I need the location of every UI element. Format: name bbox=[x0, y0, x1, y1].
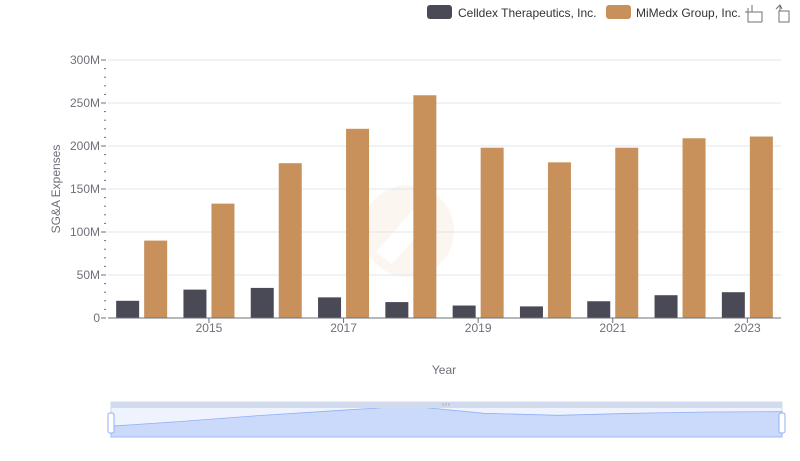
y-axis-title: SG&A Expenses bbox=[49, 145, 63, 234]
x-axis: 2015 2017 2019 2021 2023 bbox=[108, 317, 781, 335]
bar-mimedx-2022[interactable] bbox=[682, 138, 706, 318]
y-tick-label: 100M bbox=[70, 225, 100, 239]
data-zoom-right-handle[interactable] bbox=[778, 412, 786, 434]
x-tick-label: 2019 bbox=[465, 321, 492, 335]
bar-mimedx-2019[interactable] bbox=[480, 147, 504, 318]
bar-celldex-2021[interactable] bbox=[587, 301, 611, 318]
y-axis: 0 50M 100M 150M 200M 250M 300M bbox=[70, 53, 106, 325]
x-tick-label: 2017 bbox=[330, 321, 357, 335]
legend-swatch-mimedx bbox=[606, 5, 631, 19]
restore-icon[interactable] bbox=[775, 4, 790, 23]
bar-celldex-2018[interactable] bbox=[385, 302, 409, 318]
bar-celldex-2022[interactable] bbox=[654, 295, 678, 318]
bars bbox=[116, 95, 773, 318]
legend-label-mimedx: MiMedx Group, Inc. bbox=[636, 6, 741, 20]
drag-grip-icon[interactable] bbox=[442, 403, 450, 406]
legend: Celldex Therapeutics, Inc. MiMedx Group,… bbox=[427, 5, 741, 20]
legend-item-mimedx[interactable]: MiMedx Group, Inc. bbox=[606, 5, 741, 20]
legend-label-celldex: Celldex Therapeutics, Inc. bbox=[458, 6, 597, 20]
data-zoom-slider[interactable] bbox=[107, 401, 786, 438]
bar-mimedx-2016[interactable] bbox=[278, 163, 302, 318]
bar-celldex-2017[interactable] bbox=[318, 297, 342, 318]
watermark-logo bbox=[362, 185, 454, 277]
bar-mimedx-2018[interactable] bbox=[413, 95, 437, 318]
y-tick-label: 300M bbox=[70, 53, 100, 67]
bar-mimedx-2017[interactable] bbox=[346, 128, 370, 318]
bar-celldex-2023[interactable] bbox=[721, 292, 745, 318]
x-axis-title: Year bbox=[432, 363, 456, 377]
bar-mimedx-2020[interactable] bbox=[547, 162, 571, 318]
y-tick-label: 150M bbox=[70, 182, 100, 196]
x-tick-label: 2023 bbox=[734, 321, 761, 335]
data-zoom-area bbox=[110, 405, 783, 438]
grid-lines bbox=[108, 59, 781, 276]
bar-celldex-2015[interactable] bbox=[183, 289, 207, 318]
y-tick-label: 200M bbox=[70, 139, 100, 153]
bar-celldex-2014[interactable] bbox=[116, 300, 140, 318]
x-tick-label: 2021 bbox=[599, 321, 626, 335]
bar-mimedx-2015[interactable] bbox=[211, 203, 235, 318]
bar-mimedx-2023[interactable] bbox=[749, 136, 773, 318]
legend-swatch-celldex bbox=[427, 5, 452, 19]
y-tick-label: 50M bbox=[77, 268, 100, 282]
zoom-icon[interactable] bbox=[745, 5, 763, 23]
y-tick-label: 250M bbox=[70, 96, 100, 110]
bar-celldex-2016[interactable] bbox=[250, 287, 274, 318]
bar-celldex-2020[interactable] bbox=[519, 306, 543, 318]
x-tick-label: 2015 bbox=[196, 321, 223, 335]
bar-mimedx-2021[interactable] bbox=[615, 147, 639, 318]
bar-mimedx-2014[interactable] bbox=[144, 240, 168, 318]
legend-item-celldex[interactable]: Celldex Therapeutics, Inc. bbox=[427, 5, 597, 20]
bar-celldex-2019[interactable] bbox=[452, 305, 476, 318]
y-tick-label: 0 bbox=[93, 311, 100, 325]
data-zoom-left-handle[interactable] bbox=[107, 412, 115, 434]
